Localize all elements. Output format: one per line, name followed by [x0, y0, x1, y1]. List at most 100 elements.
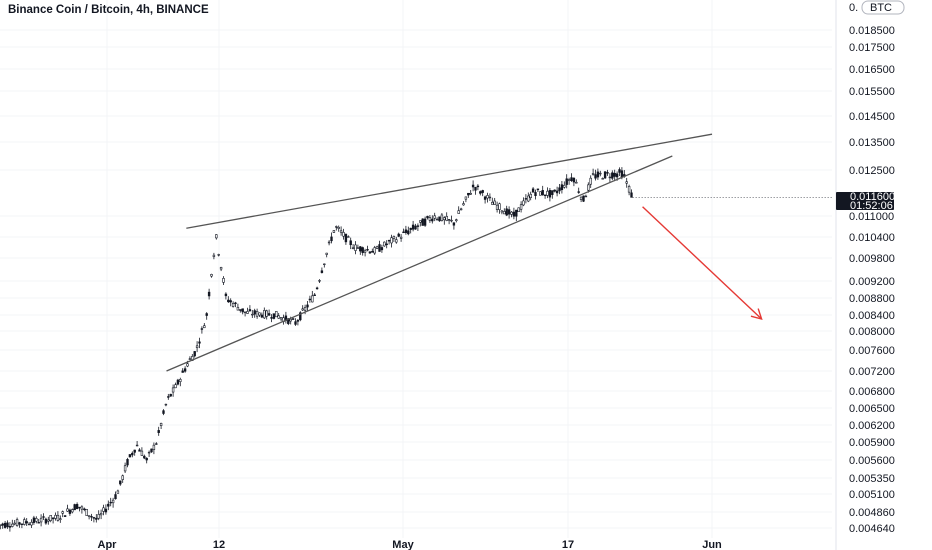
candle	[270, 314, 273, 323]
candle-body-down	[181, 370, 184, 373]
candle	[30, 519, 33, 528]
candle	[407, 226, 410, 236]
candle	[368, 251, 372, 254]
candle	[546, 187, 549, 199]
candle	[219, 266, 223, 272]
candle	[51, 517, 55, 524]
candle-body-up	[567, 179, 571, 181]
candle	[519, 201, 523, 213]
candle	[27, 522, 31, 526]
candle-body-up	[608, 176, 612, 179]
price-axis[interactable]: 0.018500 0.017500 0.016500 0.015500 0.014500…	[835, 0, 895, 550]
candle	[438, 216, 441, 222]
candle-body-up	[464, 196, 468, 200]
candle-body-down	[606, 172, 609, 174]
candle	[464, 196, 468, 203]
candle	[275, 311, 278, 318]
candle-body-down	[507, 209, 511, 215]
candle-body-down	[515, 209, 518, 217]
candle-body-down	[371, 251, 374, 253]
candle	[601, 177, 604, 180]
candle-body-down	[205, 313, 208, 316]
x-tick-label: Jun	[702, 539, 722, 550]
candle-body-up	[433, 215, 436, 219]
y-tick-label: 0.010400	[849, 232, 895, 244]
trendline-lower[interactable]	[166, 155, 673, 372]
trendline-upper[interactable]	[186, 133, 713, 229]
projection-arrow-line[interactable]	[642, 206, 763, 320]
candle-body-up	[97, 514, 100, 519]
candle	[426, 215, 429, 220]
candle-body-down	[104, 508, 108, 513]
candle	[207, 288, 211, 300]
candle-body-up	[87, 515, 91, 517]
candle	[551, 190, 554, 199]
candle-body-up	[529, 193, 532, 198]
candle-body-down	[572, 177, 576, 183]
candle-body-up	[56, 514, 60, 521]
candle-body-down	[207, 291, 211, 297]
candle	[121, 474, 124, 483]
candle-body-down	[630, 192, 633, 198]
candle-body-down	[114, 494, 117, 500]
y-tick-label: 0.008800	[849, 293, 895, 305]
candle	[515, 209, 518, 222]
candle-body-down	[414, 225, 417, 230]
x-tick-label: 17	[562, 539, 574, 550]
candle	[155, 442, 158, 446]
candle-body-down	[366, 248, 369, 251]
candle-body-down	[483, 196, 487, 200]
candle-body-up	[217, 254, 220, 256]
y-tick-label: 0.008000	[849, 326, 895, 338]
last-price-value: 0.011600	[850, 191, 895, 203]
candle-body-down	[37, 522, 40, 524]
candle-body-down	[481, 190, 484, 193]
candle	[145, 457, 148, 464]
candle-body-up	[491, 201, 494, 205]
candle	[527, 192, 530, 203]
candle-body-down	[378, 244, 381, 252]
candle	[522, 197, 525, 207]
candle	[356, 244, 360, 249]
time-axis[interactable]: Apr 12 May 17 Jun	[98, 539, 723, 550]
candle-body-up	[155, 443, 158, 445]
candle-body-up	[351, 247, 355, 249]
candle-body-down	[320, 270, 324, 273]
y-tick-label: 0.006500	[849, 403, 895, 415]
candle	[267, 309, 271, 316]
candle-body-up	[363, 250, 367, 253]
candle	[3, 520, 7, 529]
candle	[433, 212, 436, 222]
candle-body-up	[186, 363, 189, 367]
candle	[236, 303, 240, 311]
candle	[179, 377, 182, 387]
candle	[315, 286, 319, 290]
candle	[421, 218, 424, 226]
candle	[443, 216, 446, 225]
currency-badge[interactable]: BTC	[861, 0, 905, 15]
candle-body-up	[231, 303, 235, 307]
y-tick-label: 0.017500	[849, 42, 895, 54]
candle-body-down	[42, 516, 45, 518]
candle	[25, 518, 28, 526]
candle-body-up	[356, 247, 360, 249]
candle	[399, 234, 403, 242]
candle-body-up	[488, 196, 492, 199]
candle-body-up	[159, 422, 163, 426]
candle-body-down	[541, 190, 544, 196]
candle-body-down	[32, 517, 36, 523]
candle	[85, 508, 88, 516]
candle-body-up	[301, 308, 304, 311]
candle-body-down	[313, 294, 316, 296]
candle-body-down	[157, 430, 160, 433]
candle	[507, 206, 511, 219]
candle	[471, 180, 475, 192]
candle-body-down	[299, 312, 302, 321]
candle-body-down	[133, 449, 136, 453]
y-tick-label: 0.004860	[849, 507, 895, 519]
candle	[99, 509, 103, 520]
candle-body-down	[361, 247, 364, 254]
candle	[392, 235, 396, 242]
candle-body-up	[455, 219, 458, 222]
candle	[294, 318, 297, 326]
